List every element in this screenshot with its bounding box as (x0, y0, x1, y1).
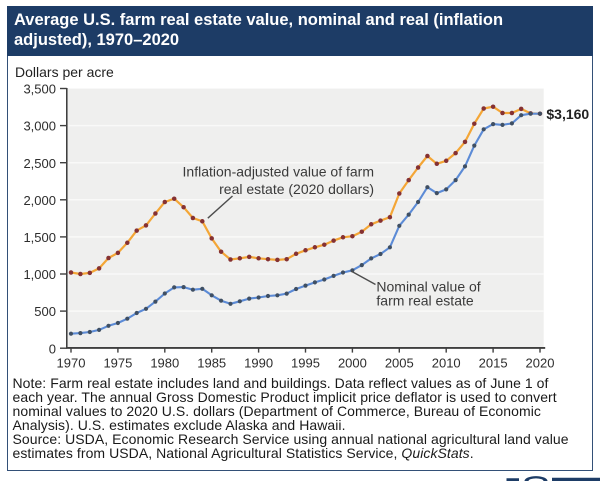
svg-text:Nominal value of: Nominal value of (376, 279, 480, 295)
svg-text:2020: 2020 (526, 355, 555, 370)
svg-text:3,500: 3,500 (23, 82, 56, 97)
svg-text:1990: 1990 (244, 355, 273, 370)
svg-text:2005: 2005 (385, 355, 414, 370)
svg-text:1980: 1980 (150, 355, 179, 370)
svg-text:1985: 1985 (197, 355, 226, 370)
svg-text:$3,160: $3,160 (546, 106, 589, 122)
svg-text:3,000: 3,000 (23, 119, 56, 134)
svg-text:2010: 2010 (432, 355, 461, 370)
svg-text:1,000: 1,000 (23, 267, 56, 282)
svg-text:1995: 1995 (291, 355, 320, 370)
svg-text:1970: 1970 (57, 355, 86, 370)
svg-text:Inflation-adjusted value of fa: Inflation-adjusted value of farm (183, 163, 374, 179)
svg-text:farm real estate: farm real estate (376, 293, 473, 309)
svg-text:2,000: 2,000 (23, 193, 56, 208)
svg-text:2015: 2015 (479, 355, 508, 370)
svg-text:1975: 1975 (103, 355, 132, 370)
svg-text:1,500: 1,500 (23, 230, 56, 245)
svg-text:real estate (2020 dollars): real estate (2020 dollars) (219, 181, 374, 197)
svg-text:0: 0 (49, 341, 56, 356)
svg-text:500: 500 (34, 304, 56, 319)
svg-text:2,500: 2,500 (23, 156, 56, 171)
svg-text:2000: 2000 (338, 355, 367, 370)
